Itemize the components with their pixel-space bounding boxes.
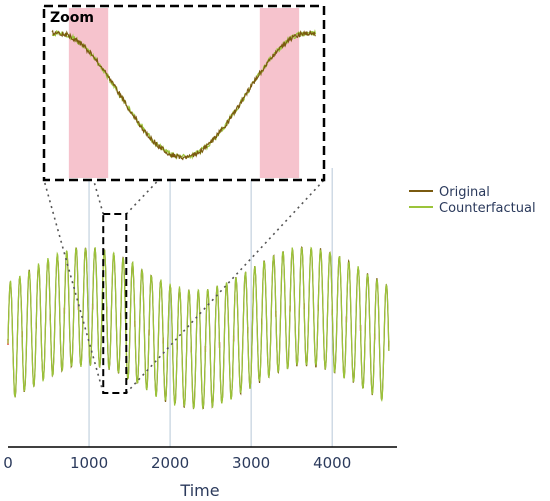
zoom-connector-line [125,179,325,394]
zoom-inset-border [42,4,326,182]
zoom-window-rect [102,213,128,394]
x-tick-label: 0 [3,454,13,472]
legend-label: Original [439,185,490,200]
legend-label: Counterfactual [439,201,536,216]
zoom-highlight-band [68,8,109,178]
zoom-label: Zoom [50,10,94,26]
zoom-inset: Zoom [42,4,326,182]
zoom-series-original [51,29,316,161]
main-plot-area [7,246,390,411]
series-counterfactual-line [7,246,390,411]
x-tick-label: 2000 [151,454,189,472]
x-axis-title: Time [179,481,219,500]
zoom-series [51,29,317,161]
x-tick-label: 4000 [313,454,351,472]
zoom-connector-line [43,179,105,394]
x-tick-label: 3000 [232,454,270,472]
x-tick-labels: 0 1000 2000 3000 4000 [3,454,351,472]
x-tick-label: 1000 [70,454,108,472]
zoom-highlight-band [259,8,300,178]
